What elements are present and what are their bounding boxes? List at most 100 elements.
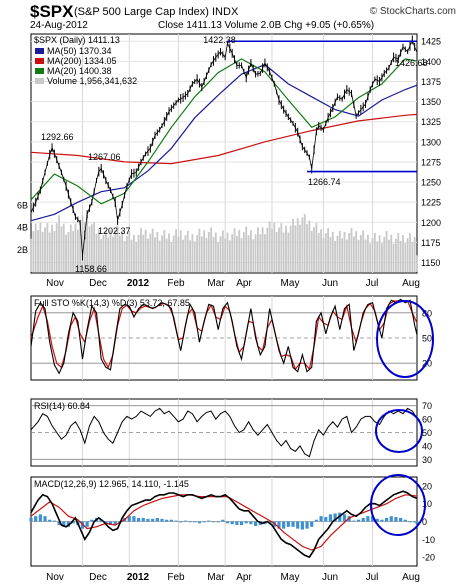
macd-histogram-bar (71, 521, 75, 524)
volume-bar (404, 243, 407, 272)
volume-bar (371, 238, 374, 272)
volume-bar (158, 240, 161, 272)
price-tick-label: 1300 (421, 137, 441, 147)
month-label-bottom: Dec (89, 572, 107, 583)
macd-histogram-bar (333, 513, 337, 522)
volume-bar (114, 229, 117, 272)
macd-histogram-bar (403, 519, 407, 522)
volume-bar (303, 213, 306, 272)
volume-bar (228, 240, 231, 272)
volume-bar (170, 242, 173, 272)
legend-swatch-volume (35, 78, 44, 84)
volume-bar (163, 230, 166, 272)
volume-bar (137, 234, 140, 272)
macd-histogram-bar (165, 519, 169, 522)
volume-bar (200, 236, 203, 272)
macd-circle-annotation (370, 474, 426, 536)
volume-bar (107, 237, 110, 272)
volume-bar (366, 234, 369, 272)
volume-bar (329, 237, 332, 272)
volume-bar (67, 232, 70, 272)
macd-histogram-bar (104, 521, 108, 524)
volume-bar (224, 238, 227, 272)
macd-histogram-bar (85, 521, 89, 527)
volume-bar (294, 225, 297, 272)
month-label-bottom: May (281, 572, 300, 583)
macd-histogram-bar (384, 517, 389, 522)
volume-bar (161, 235, 163, 272)
volume-bar (30, 238, 32, 272)
volume-bar (198, 228, 201, 272)
macd-histogram-bar (183, 520, 187, 522)
volume-bar (184, 235, 187, 272)
macd-histogram-bar (366, 516, 370, 522)
volume-bar (100, 239, 103, 272)
volume-bar (334, 240, 337, 272)
volume-bar (383, 237, 386, 272)
macd-histogram-bar (370, 516, 375, 522)
volume-bar (331, 232, 334, 272)
volume-bar (205, 238, 208, 272)
macd-histogram-bar (174, 520, 178, 522)
macd-title: MACD(12,26,9) 12.965, 14.110, -1.145 (34, 479, 189, 489)
macd-histogram-bar (352, 520, 356, 522)
symbol-title: $SPX (30, 2, 74, 21)
volume-bar (189, 240, 191, 272)
month-label-bottom: 2012 (127, 572, 150, 583)
volume-bar (245, 226, 248, 272)
volume-bar (219, 236, 222, 272)
macd-histogram-bar (146, 518, 150, 522)
sto-k-line (30, 298, 418, 375)
macd-histogram-bar (399, 517, 403, 522)
price-annotation: 1426.68 (395, 58, 428, 68)
price-tick-label: 1350 (421, 97, 441, 107)
volume-bar (46, 223, 49, 272)
month-label-bottom: Jul (366, 572, 379, 583)
volume-bar (58, 215, 60, 272)
volume-bar (395, 238, 397, 272)
macd-histogram-bar (141, 517, 145, 522)
sto-title: Full STO %K(14,3) %D(3) 53.72, 67.85 (34, 298, 190, 308)
macd-tick-label: -10 (422, 535, 435, 545)
volume-bar (126, 235, 128, 272)
volume-bar (233, 228, 236, 272)
price-tick-label: 1425 (421, 37, 441, 47)
macd-histogram-bar (415, 521, 419, 524)
macd-histogram-bar (272, 521, 276, 527)
ma50-line (30, 63, 418, 222)
volume-tick-label: 6B (17, 200, 28, 210)
volume-bar (95, 233, 98, 272)
ma200-line (30, 113, 418, 165)
volume-bar (299, 224, 301, 272)
volume-bar (257, 227, 259, 272)
volume-bar (409, 233, 411, 272)
macd-histogram-bar (394, 517, 398, 522)
volume-bar (90, 224, 93, 272)
volume-bar (144, 229, 147, 272)
macd-histogram-bar (57, 521, 61, 526)
stockcharts-credit: © StockCharts.com (369, 6, 456, 17)
macd-histogram-bar (342, 514, 347, 522)
volume-bar (111, 237, 114, 272)
macd-histogram-bar (29, 517, 33, 522)
volume-bar (168, 233, 170, 272)
volume-bar (179, 230, 182, 272)
macd-line (30, 490, 418, 559)
macd-histogram-bar (389, 516, 393, 522)
volume-bar (413, 237, 416, 272)
volume-bar (133, 234, 135, 272)
macd-histogram-bar (258, 521, 262, 526)
volume-bar (282, 232, 285, 272)
macd-histogram-bar (328, 514, 333, 522)
volume-bar (402, 235, 404, 272)
macd-histogram-bar (300, 521, 304, 530)
legend-swatch-ma20 (35, 68, 44, 74)
volume-bar (135, 241, 138, 272)
volume-bar (104, 230, 107, 272)
month-label-price: Dec (89, 278, 107, 289)
volume-bar (292, 218, 294, 272)
volume-bar (130, 239, 133, 272)
volume-bar (308, 220, 311, 272)
macd-histogram-bar (188, 521, 192, 523)
